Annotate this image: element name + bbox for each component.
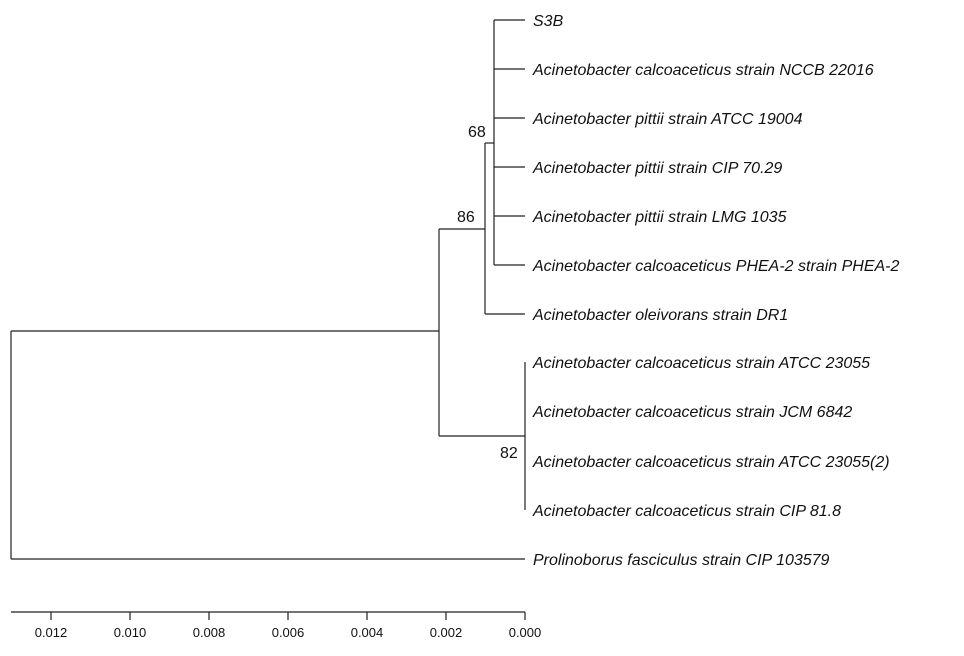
leaf-label-atcc-23055: Acinetobacter calcoaceticus strain ATCC … [532,355,870,372]
scale-axis: 0.012 0.010 0.008 0.006 0.004 0.002 0.00… [11,611,542,640]
leaf-label-prolinoborus-cip-103579: Prolinoborus fasciculus strain CIP 10357… [533,552,830,569]
leaf-label-oleivorans-dr1: Acinetobacter oleivorans strain DR1 [532,307,788,324]
leaf-label-s3b: S3B [533,13,564,30]
leaf-label-phea-2: Acinetobacter calcoaceticus PHEA-2 strai… [532,258,899,275]
bootstrap-label-82: 82 [500,445,518,462]
bootstrap-label-68: 68 [468,124,486,141]
axis-tick-label-0-000: 0.000 [509,625,542,640]
leaf-label-jcm-6842: Acinetobacter calcoaceticus strain JCM 6… [532,404,852,421]
leaf-label-cip-70-29: Acinetobacter pittii strain CIP 70.29 [532,160,782,177]
axis-tick-label-0-002: 0.002 [430,625,463,640]
axis-tick-label-0-012: 0.012 [35,625,68,640]
bootstrap-label-86: 86 [457,209,475,226]
axis-tick-label-0-006: 0.006 [272,625,305,640]
leaf-label-nccb-22016: Acinetobacter calcoaceticus strain NCCB … [532,62,874,79]
leaf-label-atcc-19004: Acinetobacter pittii strain ATCC 19004 [532,111,803,128]
leaf-label-lmg-1035: Acinetobacter pittii strain LMG 1035 [532,209,787,226]
axis-tick-label-0-008: 0.008 [193,625,226,640]
axis-tick-label-0-004: 0.004 [351,625,384,640]
leaf-label-cip-81-8: Acinetobacter calcoaceticus strain CIP 8… [532,503,841,520]
leaf-label-atcc-23055-2: Acinetobacter calcoaceticus strain ATCC … [532,454,890,471]
axis-tick-label-0-010: 0.010 [114,625,147,640]
